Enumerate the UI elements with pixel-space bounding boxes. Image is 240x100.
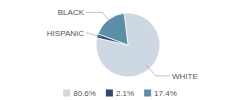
- legend-item: 80.6%: [63, 89, 96, 98]
- leader-line: [86, 33, 102, 37]
- pie: [96, 13, 160, 77]
- legend: 80.6% 2.1% 17.4%: [63, 89, 177, 98]
- slice: [96, 13, 160, 77]
- legend-label: 17.4%: [154, 89, 177, 98]
- leader-line: [86, 12, 111, 23]
- chart: WHITE HISPANIC BLACK 80.6% 2.1% 17.4%: [0, 0, 240, 100]
- slice: [98, 13, 128, 45]
- category-label: WHITE: [172, 72, 198, 81]
- leader-line: [146, 65, 170, 76]
- legend-swatch: [63, 90, 70, 97]
- legend-label: 80.6%: [73, 89, 96, 98]
- callouts: WHITE HISPANIC BLACK: [47, 8, 198, 81]
- category-label: BLACK: [58, 8, 85, 17]
- legend-swatch: [144, 90, 151, 97]
- legend-swatch: [106, 90, 113, 97]
- category-label: HISPANIC: [47, 29, 84, 38]
- legend-label: 2.1%: [116, 89, 134, 98]
- legend-item: 2.1%: [106, 89, 134, 98]
- legend-item: 17.4%: [144, 89, 177, 98]
